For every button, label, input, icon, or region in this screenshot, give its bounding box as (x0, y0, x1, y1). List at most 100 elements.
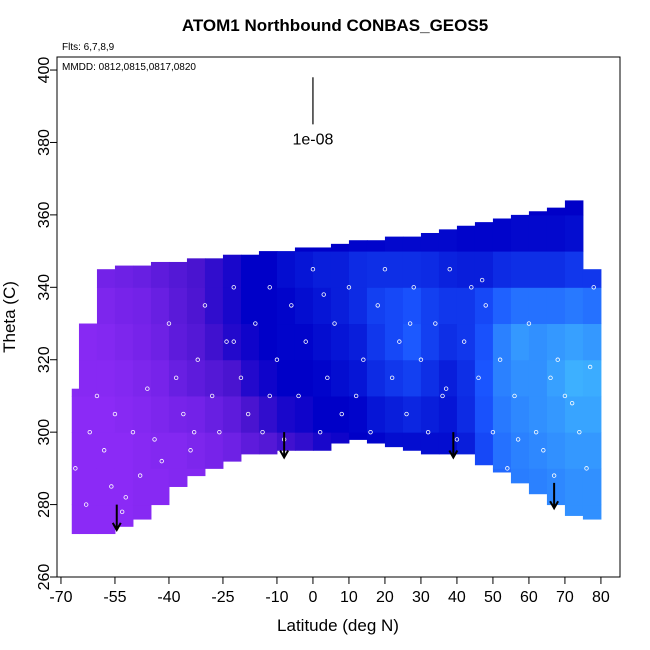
curtain-cell (420, 395, 440, 433)
curtain-cell (528, 359, 548, 397)
observation-point (411, 285, 416, 290)
curtain-cell (510, 287, 530, 325)
curtain-cell (348, 359, 368, 397)
curtain-cell (528, 323, 548, 361)
plot-area (65, 200, 602, 535)
curtain-cell (546, 359, 566, 397)
observation-point (555, 357, 560, 362)
curtain-cell (492, 359, 512, 397)
observation-point (440, 393, 445, 399)
observation-point (119, 509, 125, 515)
curtain-cell (71, 388, 80, 397)
curtain-cell (510, 323, 530, 361)
observation-point (317, 429, 323, 435)
observation-point (407, 321, 413, 326)
observation-point (87, 429, 92, 435)
x-tick-label: 30 (412, 589, 430, 606)
curtain-cell (114, 432, 134, 469)
observation-point (562, 393, 568, 399)
curtain-cell (78, 323, 98, 361)
curtain-cell (132, 265, 152, 288)
observation-point (296, 393, 301, 399)
curtain-cell (132, 432, 152, 469)
observation-point (217, 429, 222, 435)
curtain-cell (312, 323, 332, 361)
observation-point (551, 473, 557, 478)
curtain-cell (564, 468, 584, 506)
observation-point (397, 339, 402, 344)
curtain-cell (186, 468, 206, 477)
curtain-cell (402, 287, 422, 325)
observation-point (404, 411, 409, 417)
y-tick-label: 260 (36, 564, 53, 591)
curtain-cell (294, 395, 314, 433)
observation-point (145, 386, 150, 391)
curtain-cell (438, 359, 458, 397)
curtain-cell (222, 254, 242, 288)
observation-point (310, 267, 316, 272)
observation-point (519, 484, 524, 489)
curtain-cell (276, 251, 296, 288)
x-tick-label: 50 (484, 589, 502, 606)
y-tick-label: 380 (36, 129, 53, 156)
curtain-cell (492, 287, 512, 325)
curtain-cell (204, 432, 224, 469)
curtain-cell (510, 359, 530, 397)
observation-point (469, 285, 474, 290)
observation-point (137, 473, 143, 478)
curtain-cell (546, 207, 566, 216)
curtain-cell (204, 258, 224, 288)
y-tick-label: 340 (36, 274, 53, 301)
observation-point (173, 375, 179, 381)
curtain-cell (78, 395, 98, 433)
curtain-cell (258, 395, 278, 433)
curtain-cell (294, 247, 314, 252)
curtain-cell (582, 287, 602, 325)
observation-point (73, 466, 78, 471)
x-axis-label: Latitude (deg N) (277, 616, 399, 635)
curtain-cell (294, 287, 314, 325)
curtain-cell (312, 247, 332, 252)
curtain-cell (96, 269, 116, 288)
observation-point (289, 303, 294, 308)
curtain-cell (71, 504, 80, 535)
curtain-cell (456, 225, 476, 252)
curtain-cell (186, 432, 206, 469)
curtain-cell (474, 222, 494, 252)
y-tick-label: 400 (36, 57, 53, 84)
curtain-cell (528, 214, 548, 252)
curtain-cell (402, 236, 422, 252)
observation-point (253, 321, 258, 326)
curtain-cell (510, 432, 530, 469)
curtain-cell (564, 200, 584, 216)
curtain-cell (150, 261, 170, 288)
curtain-cell (564, 287, 584, 325)
curtain-cell (384, 251, 404, 288)
observation-point (231, 285, 236, 290)
curtain-cell (312, 359, 332, 397)
curtain-cell (330, 243, 350, 252)
observation-point (112, 411, 118, 417)
curtain-cell (71, 432, 80, 469)
curtain-cell (510, 395, 530, 433)
observation-point (479, 277, 485, 283)
curtain-cell (222, 395, 242, 433)
curtain-cell (546, 395, 566, 433)
curtain-cell (366, 432, 386, 444)
curtain-cell (366, 323, 386, 361)
curtain-cell (186, 359, 206, 397)
curtain-cell (348, 240, 368, 252)
arrow (549, 482, 559, 511)
curtain-cell (492, 323, 512, 361)
curtain-cell (96, 359, 116, 397)
curtain-cell (528, 468, 548, 495)
observation-point (238, 375, 244, 381)
curtain-cell (402, 323, 422, 361)
observation-point (130, 429, 136, 435)
observation-point (209, 393, 215, 399)
curtain-cell (420, 359, 440, 397)
curtain-cell (294, 359, 314, 397)
chart-title: ATOM1 Northbound CONBAS_GEOS5 (182, 16, 488, 35)
observation-point (353, 393, 359, 399)
curtain-cell (492, 432, 512, 469)
